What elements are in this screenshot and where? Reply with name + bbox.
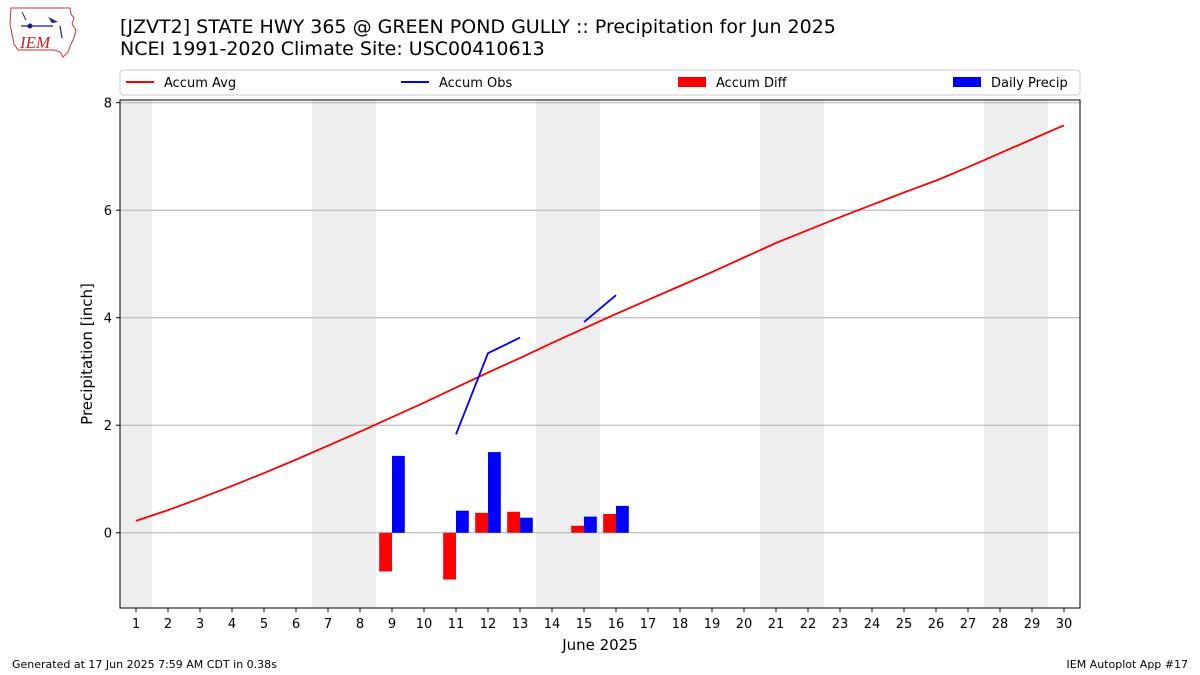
x-tick-label: 12 <box>480 617 497 632</box>
daily-precip-bar <box>584 516 597 533</box>
precipitation-chart: 1 2 3 4 5 6 7 8 9 10 11 12 13 14 15 16 17 18 19 20 21 22 23 24 2… <box>78 69 1081 654</box>
x-tick-label: 26 <box>928 617 945 632</box>
weekend-shade <box>120 100 152 608</box>
x-tick-label: 29 <box>1024 617 1041 632</box>
y-tick-label: 2 <box>104 419 112 434</box>
x-tick-label: 5 <box>260 617 268 632</box>
daily-precip-bar <box>520 517 533 533</box>
accum-obs-line <box>583 294 617 323</box>
x-tick-label: 21 <box>768 617 785 632</box>
legend: Accum Avg Accum Obs Accum Diff Daily Precip <box>119 69 1081 96</box>
x-tick-label: 14 <box>544 617 561 632</box>
x-tick-label: 19 <box>704 617 721 632</box>
x-tick-label: 2 <box>164 617 172 632</box>
title-line-1: [JZVT2] STATE HWY 365 @ GREEN POND GULLY… <box>120 16 836 38</box>
weekend-shade <box>760 100 824 608</box>
accum-diff-bar <box>507 511 520 533</box>
legend-accum-avg-label: Accum Avg <box>164 76 236 91</box>
x-tick-label: 7 <box>324 617 332 632</box>
x-tick-label: 23 <box>832 617 849 632</box>
x-tick-label: 15 <box>576 617 593 632</box>
x-tick-label: 24 <box>864 617 881 632</box>
x-tick-label: 1 <box>132 617 140 632</box>
accum-diff-bar <box>603 513 616 533</box>
footer-app: IEM Autoplot App #17 <box>1066 658 1189 671</box>
x-tick-label: 9 <box>388 617 396 632</box>
logo-text: IEM <box>19 33 51 52</box>
accum-diff-bar <box>443 532 456 580</box>
footer-generated: Generated at 17 Jun 2025 7:59 AM CDT in … <box>12 658 277 671</box>
daily-precip-bar <box>392 455 405 533</box>
accum-diff-bar <box>571 525 584 533</box>
x-tick-label: 25 <box>896 617 913 632</box>
x-axis-label: June 2025 <box>561 636 638 654</box>
x-tick-label: 13 <box>512 617 529 632</box>
x-tick-label: 16 <box>608 617 625 632</box>
accum-avg-line <box>135 124 1065 522</box>
y-tick-label: 6 <box>104 204 112 219</box>
legend-daily-precip-label: Daily Precip <box>991 76 1068 91</box>
daily-precip-bar <box>488 452 501 533</box>
x-tick-label: 6 <box>292 617 300 632</box>
plot-frame <box>119 99 1081 609</box>
title-line-2: NCEI 1991-2020 Climate Site: USC00410613 <box>120 38 545 60</box>
legend-accum-obs-label: Accum Obs <box>439 76 512 91</box>
x-tick-label: 18 <box>672 617 689 632</box>
x-tick-label: 11 <box>448 617 465 632</box>
daily-precip-bar <box>616 505 629 533</box>
daily-precip-bar <box>456 510 469 533</box>
x-tick-label: 3 <box>196 617 204 632</box>
legend-accum-diff-swatch <box>678 77 706 87</box>
accum-diff-bar <box>379 532 392 572</box>
legend-accum-diff-label: Accum Diff <box>716 76 788 91</box>
iem-logo: IEM <box>8 6 80 62</box>
x-tick-label: 20 <box>736 617 753 632</box>
weekend-shade <box>984 100 1048 608</box>
x-tick-label: 17 <box>640 617 657 632</box>
y-tick-label: 8 <box>104 97 112 112</box>
y-axis-label: Precipitation [inch] <box>78 283 96 425</box>
accum-diff-bar <box>475 512 488 533</box>
legend-daily-precip-swatch <box>953 77 981 87</box>
x-tick-label: 30 <box>1056 617 1073 632</box>
x-tick-label: 8 <box>356 617 364 632</box>
x-tick-label: 10 <box>416 617 433 632</box>
x-tick-label: 22 <box>800 617 817 632</box>
legend-box <box>119 69 1081 96</box>
chart-title: [JZVT2] STATE HWY 365 @ GREEN POND GULLY… <box>120 16 836 60</box>
weekend-shade <box>312 100 376 608</box>
y-tick-label: 4 <box>104 312 112 327</box>
y-tick-label: 0 <box>104 527 112 542</box>
x-tick-label: 28 <box>992 617 1009 632</box>
accum-obs-line <box>455 336 521 435</box>
x-tick-label: 4 <box>228 617 236 632</box>
x-tick-label: 27 <box>960 617 977 632</box>
